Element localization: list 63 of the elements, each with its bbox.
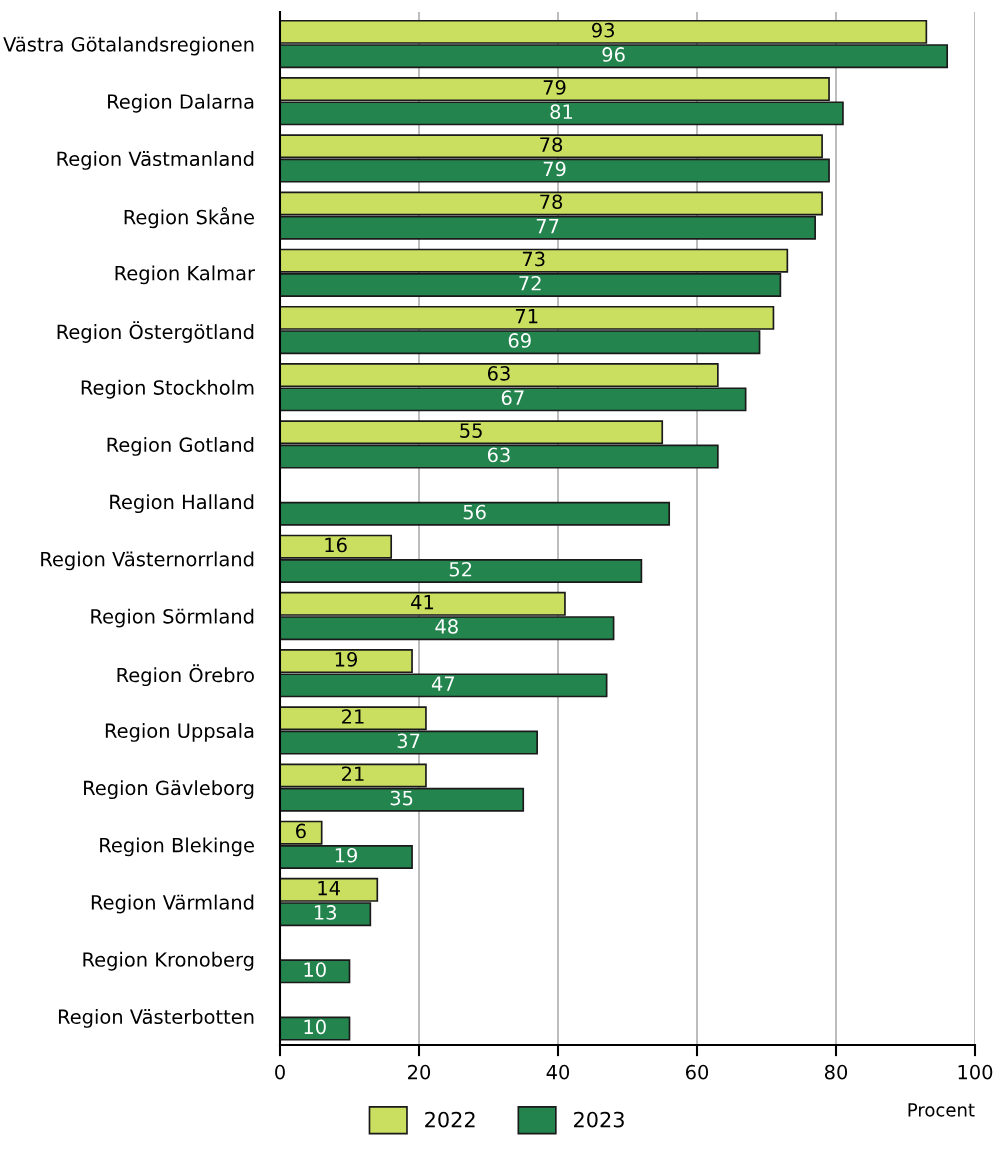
bar <box>280 959 351 984</box>
data-label: 35 <box>390 790 413 806</box>
y-tick-label: Region Sörmland <box>91 608 254 628</box>
y-tick-label: Region Blekinge <box>100 837 254 857</box>
data-label: 96 <box>602 47 625 62</box>
data-label: 63 <box>487 366 510 381</box>
data-label: 16 <box>325 537 347 553</box>
y-tick-label: Region Örebro <box>117 664 254 687</box>
data-label: 71 <box>515 309 538 324</box>
y-tick-label: Region Västerbotten <box>58 1009 254 1028</box>
data-label: 10 <box>304 1019 326 1035</box>
x-tick-label: 60 <box>685 1064 709 1080</box>
y-tick-label: Region Gotland <box>107 437 254 456</box>
x-tick-label: 40 <box>546 1064 570 1080</box>
y-tick-label: Västra Götalandsregionen <box>3 36 254 56</box>
data-label: 79 <box>543 161 566 177</box>
data-label: 78 <box>540 137 563 152</box>
legend-label: 2022 <box>425 1111 475 1128</box>
data-label: 55 <box>460 423 482 438</box>
data-label: 14 <box>318 881 340 896</box>
y-tick-label: Region Halland <box>110 494 254 514</box>
data-label: 78 <box>540 194 563 210</box>
data-label: 21 <box>342 709 364 724</box>
x-tick-label: 80 <box>824 1064 848 1080</box>
y-tick-label: Region Skåne <box>124 207 254 229</box>
data-label: 67 <box>501 390 524 406</box>
data-label: 69 <box>508 333 531 348</box>
data-label: 93 <box>592 22 614 38</box>
y-tick-label: Region Västernorrland <box>41 551 254 571</box>
bar <box>280 501 671 526</box>
x-axis-title: Procent <box>908 1103 975 1117</box>
y-tick-label: Region Kalmar <box>115 265 255 285</box>
y-tick-label: Region Västmanland <box>57 151 254 170</box>
y-tick-label: Region Värmland <box>91 894 254 914</box>
data-label: 48 <box>435 619 458 634</box>
x-tick-label: 0 <box>275 1064 285 1080</box>
data-label: 56 <box>463 504 486 520</box>
data-label: 52 <box>449 561 472 577</box>
x-tick-label: 100 <box>958 1064 993 1080</box>
y-tick-label: Region Gävleborg <box>84 780 254 800</box>
data-label: 77 <box>536 218 559 234</box>
data-label: 19 <box>335 651 358 667</box>
y-tick-label: Region Östergötland <box>57 321 254 343</box>
x-tick-label: 20 <box>408 1064 431 1080</box>
data-label: 13 <box>314 905 336 920</box>
data-label: 19 <box>335 847 358 863</box>
data-label: 37 <box>397 733 420 749</box>
data-label: 79 <box>543 80 566 95</box>
data-label: 21 <box>342 766 364 781</box>
data-label: 6 <box>296 823 306 839</box>
data-label: 41 <box>411 595 434 610</box>
y-tick-label: Region Dalarna <box>108 93 254 113</box>
data-label: 10 <box>304 962 326 977</box>
data-label: 73 <box>522 251 545 267</box>
y-tick-label: Region Uppsala <box>105 723 254 742</box>
y-tick-label: Region Stockholm <box>81 379 254 399</box>
legend-label: 2023 <box>574 1111 624 1128</box>
y-tick-label: Region Kronoberg <box>83 951 254 971</box>
bar <box>280 1016 351 1041</box>
data-label: 72 <box>519 275 541 291</box>
data-label: 63 <box>487 447 510 463</box>
data-label: 81 <box>550 104 573 120</box>
data-label: 47 <box>431 676 455 691</box>
